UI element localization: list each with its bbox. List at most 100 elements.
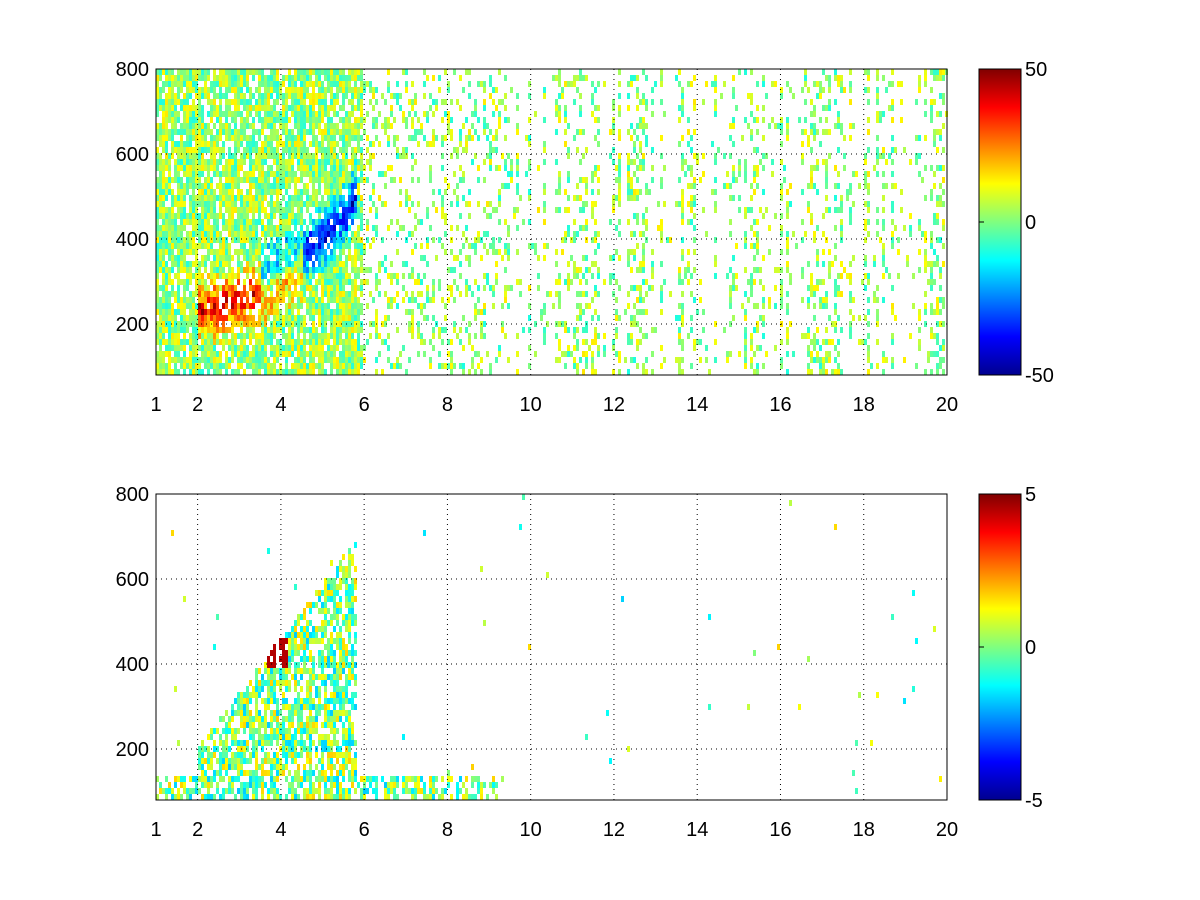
heatmap-cell — [351, 231, 354, 237]
heatmap-cell — [252, 75, 255, 81]
heatmap-cell — [198, 333, 201, 339]
heatmap-cell — [861, 279, 864, 285]
heatmap-cell — [162, 267, 165, 273]
heatmap-cell — [336, 165, 339, 171]
heatmap-cell — [336, 273, 339, 279]
heatmap-cell — [276, 279, 279, 285]
heatmap-cell — [342, 81, 345, 87]
heatmap-cell — [261, 129, 264, 135]
heatmap-cell — [258, 171, 261, 177]
heatmap-cell — [252, 135, 255, 141]
heatmap-cell — [342, 327, 345, 333]
heatmap-cell — [231, 231, 234, 237]
heatmap-cell — [693, 99, 696, 105]
heatmap-cell — [294, 345, 297, 351]
heatmap-cell — [360, 261, 363, 267]
heatmap-cell — [360, 159, 363, 165]
heatmap-cell — [414, 297, 417, 303]
heatmap-cell — [534, 351, 537, 357]
heatmap-cell — [276, 327, 279, 333]
heatmap-cell — [618, 357, 621, 363]
heatmap-cell — [243, 267, 246, 273]
heatmap-cell — [156, 297, 159, 303]
heatmap-cell — [636, 93, 639, 99]
heatmap-cell — [783, 177, 786, 183]
heatmap-cell — [180, 165, 183, 171]
heatmap-cell — [696, 159, 699, 165]
heatmap-cell — [486, 123, 489, 129]
heatmap-cell — [594, 327, 597, 333]
heatmap-cell — [258, 219, 261, 225]
heatmap-cell — [687, 141, 690, 147]
heatmap-cell — [312, 249, 315, 255]
heatmap-cell — [210, 279, 213, 285]
heatmap-cell — [645, 141, 648, 147]
heatmap-cell — [639, 231, 642, 237]
heatmap-cell — [315, 243, 318, 249]
heatmap-cell — [246, 357, 249, 363]
heatmap-cell — [810, 99, 813, 105]
heatmap-cell — [171, 369, 174, 375]
heatmap-cell — [219, 261, 222, 267]
heatmap-cell — [273, 129, 276, 135]
heatmap-cell — [297, 273, 300, 279]
heatmap-cell — [840, 75, 843, 81]
heatmap-cell — [294, 285, 297, 291]
heatmap-cell — [318, 369, 321, 375]
heatmap-cell — [174, 93, 177, 99]
heatmap-cell — [300, 213, 303, 219]
heatmap-cell — [516, 189, 519, 195]
heatmap-cell — [318, 69, 321, 75]
heatmap-cell — [324, 351, 327, 357]
heatmap-cell — [369, 165, 372, 171]
heatmap-cell — [300, 141, 303, 147]
heatmap-cell — [237, 165, 240, 171]
heatmap-cell — [312, 351, 315, 357]
heatmap-cell — [582, 177, 585, 183]
heatmap-cell — [306, 147, 309, 153]
heatmap-cell — [246, 321, 249, 327]
heatmap-cell — [714, 81, 717, 87]
heatmap-cell — [348, 237, 351, 243]
heatmap-cell — [207, 69, 210, 75]
heatmap-cell — [474, 309, 477, 315]
heatmap-cell — [255, 153, 258, 159]
heatmap-cell — [396, 147, 399, 153]
heatmap-cell — [183, 225, 186, 231]
heatmap-cell — [171, 357, 174, 363]
heatmap-cell — [165, 93, 168, 99]
heatmap-cell — [651, 369, 654, 375]
heatmap-cell — [354, 177, 357, 183]
heatmap-cell — [480, 333, 483, 339]
heatmap-cell — [633, 321, 636, 327]
heatmap-cell — [828, 153, 831, 159]
heatmap-cell — [210, 177, 213, 183]
heatmap-cell — [840, 237, 843, 243]
heatmap-cell — [348, 249, 351, 255]
heatmap-cell — [351, 93, 354, 99]
heatmap-cell — [219, 201, 222, 207]
heatmap-cell — [264, 273, 267, 279]
heatmap-cell — [264, 147, 267, 153]
heatmap-cell — [216, 159, 219, 165]
heatmap-cell — [198, 117, 201, 123]
heatmap-cell — [483, 105, 486, 111]
heatmap-cell — [807, 141, 810, 147]
heatmap-cell — [309, 357, 312, 363]
heatmap-cell — [369, 195, 372, 201]
heatmap-cell — [390, 165, 393, 171]
heatmap-cell — [261, 105, 264, 111]
heatmap-cell — [171, 99, 174, 105]
heatmap-cell — [555, 99, 558, 105]
heatmap-cell — [660, 285, 663, 291]
heatmap-cell — [786, 117, 789, 123]
heatmap-cell — [177, 171, 180, 177]
heatmap-cell — [420, 339, 423, 345]
heatmap-cell — [297, 153, 300, 159]
heatmap-cell — [543, 141, 546, 147]
heatmap-cell — [330, 123, 333, 129]
heatmap-cell — [318, 159, 321, 165]
heatmap-cell — [504, 165, 507, 171]
heatmap-cell — [288, 165, 291, 171]
heatmap-cell — [732, 279, 735, 285]
